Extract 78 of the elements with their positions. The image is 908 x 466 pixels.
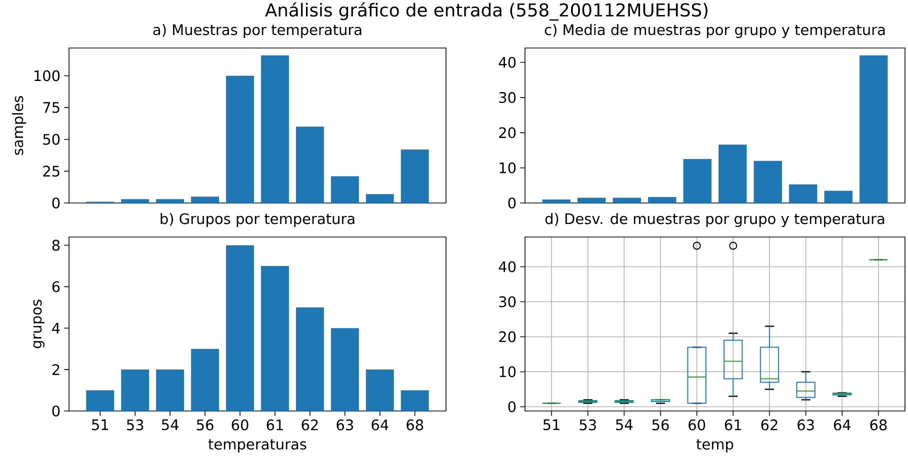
bar	[121, 199, 150, 203]
bar	[860, 55, 888, 203]
y-tick-label: 50	[43, 134, 60, 145]
chart-title: d) Desv. de muestras por grupo y temperatura	[545, 212, 884, 228]
chart-title: a) Muestras por temperatura	[153, 24, 362, 38]
x-tick-label: 63	[798, 419, 814, 430]
y-tick-label: 0	[52, 197, 60, 208]
y-tick-label: 20	[499, 331, 516, 342]
chart-title: b) Grupos por temperatura	[160, 212, 354, 228]
y-tick-label: 30	[499, 92, 516, 104]
bar	[330, 328, 359, 411]
bar	[612, 198, 641, 203]
text: Análisis gráfico de entrada (558_200112MUEHSS)	[265, 2, 708, 21]
bar	[191, 196, 220, 203]
y-tick-label: 2	[52, 364, 60, 375]
bar	[824, 190, 852, 203]
y-tick-label: 0	[508, 401, 516, 412]
bar	[754, 160, 782, 203]
bar	[261, 266, 289, 411]
bar	[296, 126, 324, 203]
x-tick-label: 54	[162, 419, 178, 430]
bar	[578, 198, 606, 203]
bar	[648, 197, 676, 203]
y-tick-label: 0	[52, 405, 60, 416]
y-tick-label: 6	[52, 281, 60, 292]
x-tick-label: 64	[834, 419, 851, 430]
x-axis-title: temp	[696, 439, 734, 452]
y-tick-label: 40	[498, 56, 516, 68]
x-tick-label: 56	[652, 419, 669, 430]
x-tick-label: 61	[266, 419, 283, 430]
x-tick-label: 60	[232, 419, 248, 430]
x-tick-label: 62	[761, 419, 778, 430]
y-tick-label: 25	[43, 166, 60, 177]
bar	[121, 370, 150, 411]
bar	[366, 194, 394, 203]
y-tick-label: 75	[43, 102, 60, 113]
bar	[400, 150, 429, 203]
chart-title: c) Media de muestras por grupo y temperatura	[544, 24, 885, 38]
bar	[191, 348, 220, 411]
x-tick-label: 68	[870, 419, 887, 430]
y-axis-title: grupos	[33, 300, 44, 348]
bar	[296, 307, 324, 411]
bar	[330, 176, 359, 203]
y-tick-label: 10	[500, 366, 516, 378]
x-tick-label: 51	[543, 419, 560, 430]
bar	[156, 199, 184, 203]
x-tick-label: 64	[372, 419, 388, 430]
bar	[366, 370, 394, 411]
y-tick-label: 10	[500, 162, 516, 174]
bar	[86, 390, 114, 411]
y-tick-label: 30	[499, 296, 516, 308]
bar	[683, 159, 712, 203]
bar	[156, 370, 184, 411]
x-axis-title: temperaturas	[208, 439, 306, 452]
bar	[226, 245, 254, 411]
x-tick-label: 54	[616, 419, 633, 430]
x-tick-label: 61	[724, 419, 742, 430]
y-tick-label: 0	[508, 197, 516, 208]
y-tick-label: 4	[52, 322, 60, 334]
x-tick-label: 60	[688, 419, 706, 430]
x-tick-label: 62	[302, 419, 318, 430]
y-axis-title: samples	[12, 96, 26, 155]
bar	[226, 76, 254, 203]
x-tick-label: 56	[196, 419, 214, 430]
x-tick-label: 53	[126, 419, 144, 430]
x-tick-label: 51	[92, 419, 108, 430]
y-tick-label: 8	[52, 240, 60, 251]
bar	[400, 390, 429, 411]
bar	[542, 199, 570, 203]
x-tick-label: 63	[336, 419, 353, 430]
y-tick-label: 40	[498, 261, 516, 272]
bar	[789, 184, 818, 203]
x-tick-label: 53	[580, 419, 596, 430]
x-tick-label: 68	[406, 419, 424, 430]
y-tick-label: 100	[34, 70, 60, 82]
y-tick-label: 20	[499, 127, 516, 138]
bar	[261, 55, 289, 203]
bar	[718, 144, 747, 203]
